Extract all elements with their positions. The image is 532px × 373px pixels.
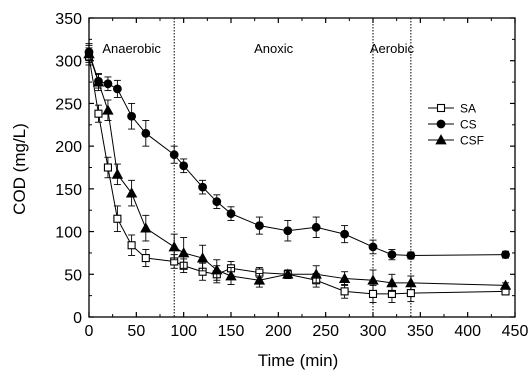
y-tick-label: 300: [55, 54, 82, 71]
data-point: [212, 197, 222, 207]
data-point: [211, 264, 223, 275]
data-point: [340, 287, 349, 296]
data-point: [282, 268, 294, 279]
data-point: [169, 150, 179, 160]
legend-label-cs: CS: [460, 118, 477, 132]
data-point: [283, 226, 293, 236]
data-point: [102, 104, 114, 115]
data-point: [83, 48, 95, 59]
plot-border: [88, 17, 516, 318]
data-point: [387, 250, 397, 260]
data-point: [125, 187, 138, 198]
data-point: [311, 222, 321, 232]
phase-label: Anoxic: [254, 41, 294, 56]
data-point: [226, 209, 236, 219]
x-tick-label: 150: [218, 323, 245, 340]
x-tick-label: 350: [407, 323, 434, 340]
data-point: [406, 289, 415, 298]
data-point: [254, 221, 264, 230]
data-point: [94, 109, 103, 118]
phase-boundaries: Anaerobic Anoxic Aerobic: [102, 18, 414, 317]
axes: 0 50 100 150 200 250 300 350 400 450 0 50 100 150 200 2…: [55, 11, 528, 340]
data-point: [196, 252, 209, 263]
y-axis-title: COD (mg/L): [10, 123, 29, 215]
legend-label-csf: CSF: [460, 134, 484, 148]
data-point: [405, 277, 417, 288]
y-tick-label: 350: [55, 11, 82, 28]
data-point: [113, 84, 122, 94]
series-sa: [84, 47, 510, 303]
data-point: [198, 182, 208, 192]
x-axis-title: Time (min): [258, 351, 339, 370]
data-point: [368, 289, 378, 298]
series-line: [88, 56, 506, 295]
x-tick-label: 0: [85, 323, 94, 340]
x-tick-label: 250: [312, 323, 339, 340]
y-tick-label: 50: [64, 267, 82, 284]
data-point: [406, 251, 416, 260]
legend: SA CS CSF: [428, 102, 484, 148]
x-tick-label: 100: [170, 323, 197, 340]
data-point: [367, 274, 379, 285]
data-point: [386, 277, 398, 288]
data-point: [141, 128, 151, 138]
x-tick-label: 200: [265, 323, 292, 340]
data-point: [127, 111, 137, 121]
series-csf: [83, 44, 512, 292]
data-point: [253, 274, 266, 285]
legend-marker: [436, 119, 446, 129]
series-cs: [84, 43, 510, 261]
data-point: [111, 168, 124, 179]
y-tick-label: 150: [55, 182, 82, 199]
data-point: [179, 161, 189, 171]
data-point: [310, 268, 322, 279]
data-point: [501, 250, 510, 260]
data-point: [338, 272, 351, 283]
data-point: [368, 242, 378, 252]
data-point: [103, 79, 113, 89]
phase-label: Aerobic: [370, 41, 415, 56]
legend-marker: [435, 134, 447, 145]
data-point: [141, 254, 150, 263]
plot-frame: [88, 17, 516, 318]
data-point: [127, 241, 136, 250]
x-tick-label: 400: [454, 323, 481, 340]
y-tick-label: 100: [55, 225, 82, 242]
data-point: [103, 163, 112, 172]
data-point: [340, 229, 350, 239]
x-tick-label: 50: [127, 323, 145, 340]
data-point: [177, 247, 190, 258]
data-point: [92, 76, 105, 87]
x-tick-label: 450: [502, 323, 529, 340]
data-point: [168, 241, 180, 252]
data-point: [225, 270, 237, 281]
legend-marker: [436, 103, 446, 113]
series-line: [88, 52, 506, 256]
phase-label: Anaerobic: [102, 41, 161, 56]
x-tick-label: 300: [360, 323, 387, 340]
y-tick-label: 200: [55, 139, 82, 156]
y-tick-label: 0: [73, 310, 82, 327]
data-series: [83, 43, 512, 303]
y-tick-label: 250: [55, 96, 82, 113]
data-point: [140, 222, 152, 233]
data-point: [499, 279, 512, 290]
legend-label-sa: SA: [460, 102, 476, 116]
series-line: [88, 53, 506, 286]
data-point: [113, 214, 122, 223]
